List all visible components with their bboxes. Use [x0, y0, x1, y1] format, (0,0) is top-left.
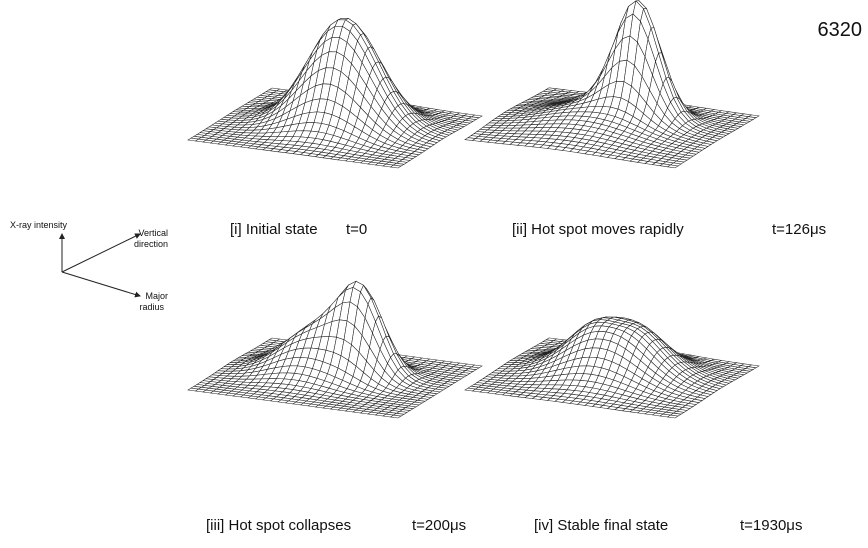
- surface-plot: [465, 317, 759, 418]
- vertical-arrow: [62, 234, 140, 272]
- surface-plots: [188, 1, 759, 418]
- panel-caption: [iii] Hot spot collapses: [206, 517, 351, 534]
- radius-label: radius: [139, 302, 164, 312]
- panel-caption: [ii] Hot spot moves rapidly: [512, 221, 684, 238]
- surface-plot: [465, 1, 759, 168]
- panel-time: t=200μs: [412, 517, 466, 534]
- intensity-label: X-ray intensity: [10, 220, 68, 230]
- figure: 6320 X-ray intensity Vertical direction …: [0, 0, 868, 548]
- axes-key: X-ray intensity Vertical direction Major…: [10, 220, 168, 312]
- panel-time: t=0: [346, 221, 367, 238]
- panel-caption: [iv] Stable final state: [534, 517, 668, 534]
- vertical-label: Vertical: [138, 228, 168, 238]
- surface-plot: [188, 281, 482, 418]
- panel-caption: [i] Initial state: [230, 221, 318, 238]
- vertical-label: direction: [134, 239, 168, 249]
- surface-plot: [188, 19, 482, 169]
- panel-time: t=126μs: [772, 221, 826, 238]
- radius-arrow: [62, 272, 140, 296]
- radius-label: Major: [145, 291, 168, 301]
- panel-time: t=1930μs: [740, 517, 802, 534]
- figure-number: 6320: [818, 19, 863, 41]
